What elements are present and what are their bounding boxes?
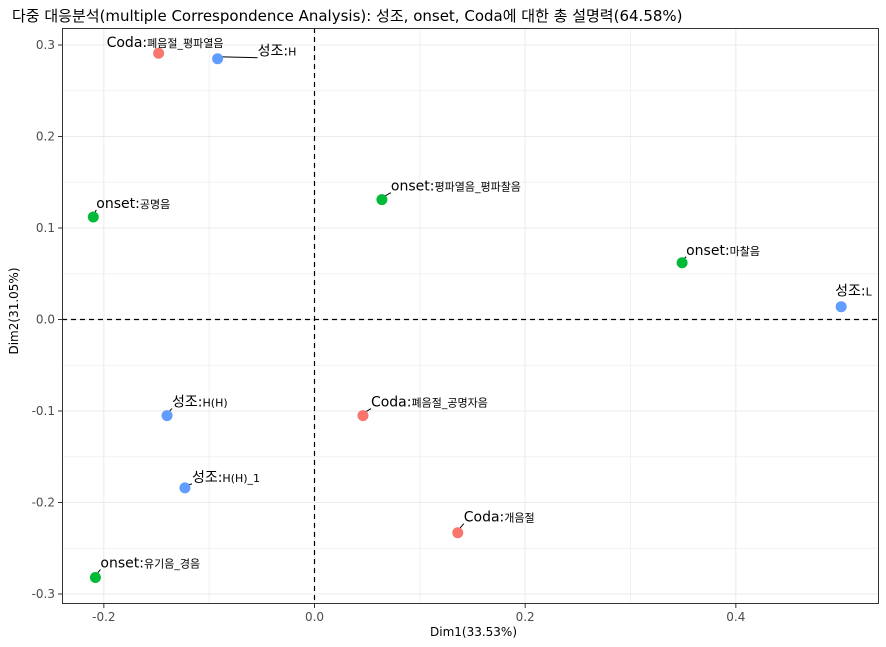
point-label: Coda:폐음절_공명자음 bbox=[371, 395, 488, 411]
y-tick-label: -0.1 bbox=[32, 404, 55, 418]
point-label-category: H(H)_1 bbox=[222, 472, 260, 485]
point-label-prefix: Coda: bbox=[107, 35, 148, 51]
x-tick-label: 0.2 bbox=[516, 610, 535, 624]
point-label-prefix: onset: bbox=[686, 243, 730, 259]
point-label: Coda:개음절 bbox=[464, 510, 535, 526]
point-label-category: 평파열음_평파찰음 bbox=[434, 181, 520, 194]
y-tick-label: 0.3 bbox=[36, 38, 55, 52]
x-tick-label: 0.0 bbox=[305, 610, 324, 624]
point-성조 bbox=[212, 53, 224, 65]
panel-border bbox=[62, 28, 879, 604]
point-label-category: L bbox=[866, 286, 873, 299]
point-onset bbox=[87, 211, 99, 223]
x-tick-label: -0.2 bbox=[92, 610, 115, 624]
y-tick-label: 0.2 bbox=[36, 130, 55, 144]
point-성조 bbox=[835, 301, 847, 313]
point-label: onset:공명음 bbox=[96, 196, 170, 212]
point-coda bbox=[357, 410, 369, 422]
chart-title: 다중 대응분석(multiple Correspondence Analysis… bbox=[12, 7, 683, 25]
point-label-category: H bbox=[288, 46, 296, 59]
point-label-category: H(H) bbox=[203, 397, 228, 410]
point-coda bbox=[452, 527, 464, 539]
x-tick-label: 0.4 bbox=[726, 610, 745, 624]
y-tick-label: 0.1 bbox=[36, 221, 55, 235]
y-tick-label: -0.2 bbox=[32, 496, 55, 510]
point-label-category: 마찰음 bbox=[730, 245, 760, 258]
point-onset bbox=[376, 194, 388, 206]
point-coda bbox=[153, 47, 165, 59]
point-label: 성조:H bbox=[258, 44, 297, 60]
point-label: onset:마찰음 bbox=[686, 243, 760, 259]
point-label: 성조:H(H)_1 bbox=[192, 470, 260, 486]
y-tick-label: -0.3 bbox=[32, 587, 55, 601]
point-label-category: 폐음절_공명자음 bbox=[411, 397, 487, 410]
point-성조 bbox=[179, 482, 191, 494]
point-label-prefix: 성조: bbox=[172, 395, 202, 411]
point-label-prefix: onset: bbox=[391, 179, 435, 195]
point-label: 성조:L bbox=[835, 284, 872, 300]
point-label-prefix: 성조: bbox=[192, 470, 222, 486]
point-label-category: 개음절 bbox=[504, 512, 534, 525]
y-tick-label: 0.0 bbox=[36, 313, 55, 327]
point-label: onset:평파열음_평파찰음 bbox=[391, 179, 521, 195]
point-label-prefix: Coda: bbox=[371, 395, 412, 411]
point-label-prefix: onset: bbox=[96, 196, 140, 212]
point-label-prefix: onset: bbox=[100, 556, 144, 572]
point-label: Coda:폐음절_평파열음 bbox=[107, 35, 224, 51]
point-label: 성조:H(H) bbox=[172, 395, 228, 411]
point-label-category: 폐음절_평파열음 bbox=[147, 37, 223, 50]
point-label: onset:유기음_경음 bbox=[100, 556, 200, 572]
point-label-prefix: 성조: bbox=[835, 284, 865, 300]
point-onset bbox=[89, 572, 101, 584]
point-label-category: 공명음 bbox=[140, 198, 170, 211]
label-leader-line bbox=[217, 56, 258, 59]
point-label-prefix: Coda: bbox=[464, 510, 505, 526]
point-onset bbox=[676, 257, 688, 269]
point-성조 bbox=[161, 410, 173, 422]
point-label-prefix: 성조: bbox=[258, 44, 288, 60]
point-label-category: 유기음_경음 bbox=[144, 558, 200, 571]
x-axis-label: Dim1(33.53%) bbox=[430, 625, 518, 639]
